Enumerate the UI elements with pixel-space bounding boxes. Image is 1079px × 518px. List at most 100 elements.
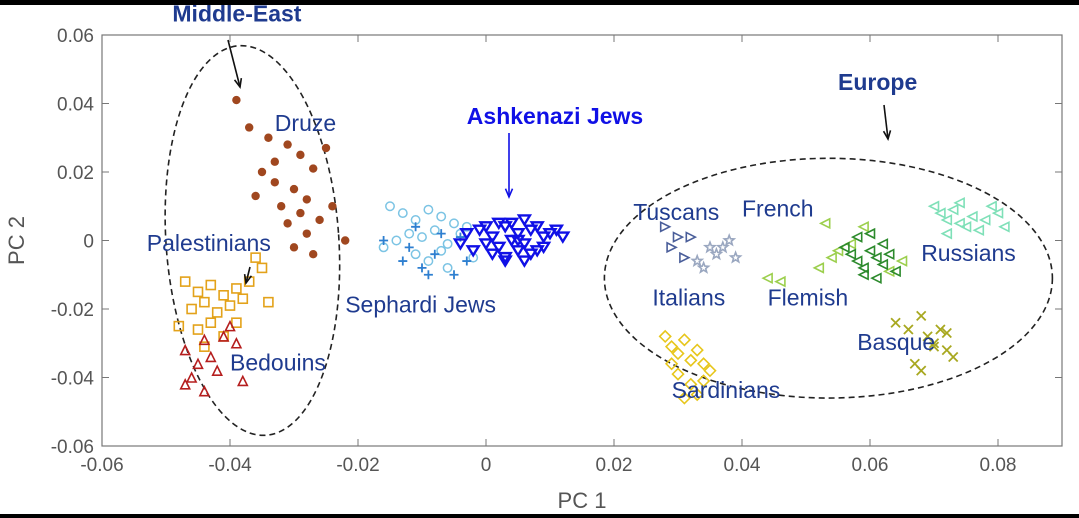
data-point (503, 217, 520, 231)
data-point (462, 256, 472, 266)
data-point (417, 263, 427, 273)
data-point (728, 250, 743, 264)
series-russians (927, 197, 1010, 240)
series-flemish (838, 227, 901, 284)
data-point (903, 324, 914, 335)
data-point (722, 233, 737, 247)
data-point (831, 244, 844, 257)
data-point (199, 296, 210, 308)
data-point (666, 241, 678, 254)
data-point (442, 238, 453, 249)
data-point (664, 357, 679, 371)
data-point (890, 317, 901, 328)
series-basque (890, 310, 959, 376)
label-basque: Basque (857, 329, 935, 355)
data-point (277, 202, 286, 211)
y-tick-label: -0.02 (51, 300, 94, 321)
data-point (205, 279, 217, 291)
data-point (659, 221, 672, 233)
data-point (491, 241, 507, 255)
data-point (882, 248, 895, 260)
data-point (379, 236, 389, 245)
data-point (761, 272, 773, 284)
data-point (471, 224, 488, 238)
data-point (535, 231, 552, 244)
arrow-palestinians (245, 266, 251, 284)
data-point (391, 235, 402, 246)
data-point (941, 327, 952, 339)
data-point (230, 336, 243, 349)
data-point (429, 225, 440, 236)
data-point (270, 178, 279, 187)
data-point (818, 217, 831, 230)
data-point (916, 310, 927, 321)
data-point (484, 231, 501, 244)
data-point (497, 221, 513, 234)
data-point (192, 357, 204, 370)
data-point (857, 262, 869, 274)
data-point (232, 95, 241, 105)
data-point (245, 123, 254, 132)
data-point (205, 350, 217, 363)
data-point (198, 333, 211, 346)
data-point (173, 320, 185, 332)
data-points (173, 95, 1010, 405)
data-point (461, 221, 472, 232)
data-point (397, 208, 408, 219)
annotation-middle-east: Middle-East (172, 5, 301, 26)
series-sardinians (658, 329, 717, 405)
data-point (658, 329, 672, 344)
data-point (237, 293, 249, 305)
data-point (341, 236, 350, 245)
x-tick-label: 0.02 (596, 455, 633, 476)
data-point (436, 211, 447, 222)
data-point (889, 265, 901, 278)
label-italians: Italians (652, 285, 725, 311)
data-point (289, 243, 299, 252)
middle-east-ellipse (164, 44, 341, 437)
data-point (928, 341, 940, 352)
data-point (529, 221, 545, 234)
series-italians (690, 233, 743, 274)
data-point (677, 333, 692, 347)
data-point (516, 214, 533, 227)
arrow-middle-east-head (233, 77, 243, 89)
data-point (671, 367, 685, 381)
data-point (535, 241, 552, 255)
x-tick-label: -0.02 (336, 455, 379, 476)
data-point (966, 210, 978, 223)
data-point (211, 307, 223, 318)
data-point (251, 191, 260, 201)
data-point (423, 270, 433, 280)
series-druze (232, 95, 350, 259)
data-point (696, 260, 711, 274)
data-point (523, 224, 539, 238)
data-point (224, 319, 236, 332)
data-point (442, 262, 453, 273)
series-french (761, 217, 908, 288)
data-point (192, 286, 204, 298)
data-point (430, 249, 440, 259)
data-point (231, 283, 242, 294)
data-point (231, 317, 242, 329)
data-point (684, 353, 698, 368)
label-russians: Russians (921, 240, 1016, 266)
data-point (186, 303, 197, 315)
data-point (179, 378, 191, 390)
y-tick-label: -0.06 (51, 437, 94, 458)
series-palestinians (173, 252, 274, 352)
data-point (491, 217, 507, 231)
data-point (690, 253, 705, 268)
data-point (677, 391, 692, 405)
data-point (940, 214, 953, 226)
data-point (548, 224, 565, 238)
data-point (690, 387, 704, 402)
data-point (398, 256, 408, 266)
data-point (510, 245, 526, 258)
cluster-ellipses (164, 44, 1054, 437)
data-point (510, 227, 526, 241)
data-point (685, 231, 698, 243)
data-point (264, 133, 273, 142)
data-point (263, 296, 274, 308)
